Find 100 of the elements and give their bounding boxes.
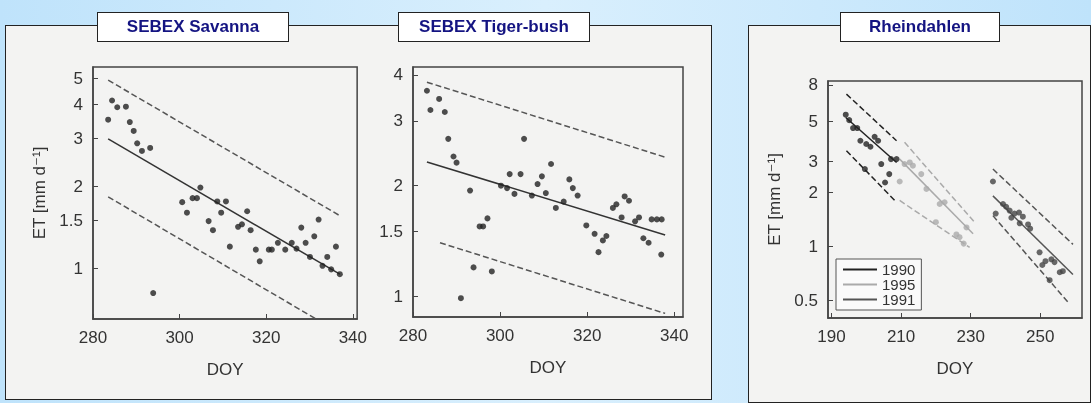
point xyxy=(621,193,628,200)
y-tick-label: 2 xyxy=(393,176,403,196)
point xyxy=(457,295,464,302)
point xyxy=(960,240,967,247)
point xyxy=(878,161,885,168)
point xyxy=(893,156,900,163)
point xyxy=(332,243,339,250)
point xyxy=(534,181,541,188)
point xyxy=(504,185,511,192)
point xyxy=(583,222,590,229)
point xyxy=(150,290,157,297)
point xyxy=(252,246,259,253)
point xyxy=(441,109,448,115)
point xyxy=(854,125,861,132)
point xyxy=(306,253,313,260)
y-tick-label: 1.5 xyxy=(59,210,83,230)
point xyxy=(1042,258,1049,265)
point xyxy=(989,178,996,185)
point xyxy=(183,209,190,216)
point xyxy=(538,173,545,180)
point xyxy=(574,192,581,199)
point xyxy=(923,185,930,192)
point xyxy=(222,198,229,205)
point xyxy=(205,218,212,225)
point xyxy=(193,195,200,202)
y-tick-label: 2 xyxy=(808,183,818,203)
y-tick-label: 3 xyxy=(73,129,83,149)
x-tick-label: 280 xyxy=(78,328,108,347)
point xyxy=(214,198,221,205)
point xyxy=(1016,220,1023,227)
point xyxy=(427,107,434,113)
y-axis-title: ET [mm d⁻¹] xyxy=(765,153,785,246)
point xyxy=(932,219,939,226)
x-axis-title: DOY xyxy=(529,358,567,377)
point xyxy=(548,161,555,168)
point xyxy=(244,208,251,215)
point xyxy=(226,243,233,250)
point xyxy=(1027,225,1034,232)
point xyxy=(179,199,186,206)
x-tick-label: 210 xyxy=(886,327,916,346)
x-tick-label: 280 xyxy=(398,326,428,345)
point xyxy=(566,176,573,183)
x-tick-label: 250 xyxy=(1026,327,1055,346)
point xyxy=(886,171,893,178)
point xyxy=(569,185,576,192)
y-tick-label: 3 xyxy=(808,151,818,171)
point xyxy=(658,251,665,258)
point xyxy=(882,179,889,186)
point xyxy=(298,224,305,231)
point xyxy=(480,223,487,230)
point xyxy=(126,119,133,126)
y-tick-label: 5 xyxy=(73,68,83,88)
point xyxy=(941,199,948,206)
point xyxy=(467,187,474,194)
point xyxy=(436,95,443,102)
point xyxy=(1019,213,1026,220)
point xyxy=(632,218,639,225)
point xyxy=(315,216,322,223)
x-tick-label: 300 xyxy=(165,328,194,347)
point xyxy=(274,239,281,246)
x-axis-title: DOY xyxy=(206,360,244,379)
y-tick-label: 1 xyxy=(73,258,83,278)
point xyxy=(134,140,141,147)
point xyxy=(311,233,318,240)
x-tick-label: 230 xyxy=(956,327,985,346)
point xyxy=(122,103,129,110)
point xyxy=(613,201,620,208)
point xyxy=(517,171,524,178)
point xyxy=(105,116,112,123)
x-tick-label: 340 xyxy=(660,326,689,345)
y-tick-label: 3 xyxy=(393,111,403,131)
point xyxy=(542,190,549,197)
point xyxy=(1008,214,1015,221)
point xyxy=(863,140,870,147)
point xyxy=(109,97,116,104)
point xyxy=(1016,209,1023,216)
y-tick-label: 2 xyxy=(73,176,83,196)
point xyxy=(488,268,495,275)
point xyxy=(603,233,610,240)
point xyxy=(595,249,602,256)
point xyxy=(901,161,908,168)
chart-title: SEBEX Tiger-bush xyxy=(398,12,590,42)
point xyxy=(963,224,970,231)
point xyxy=(445,135,452,142)
point xyxy=(130,127,137,134)
y-tick-label: 4 xyxy=(73,95,83,115)
point xyxy=(887,156,894,163)
y-axis-title: ET [mm d⁻¹] xyxy=(30,146,50,240)
point xyxy=(560,198,567,205)
legend-label: 1991 xyxy=(882,291,916,308)
point xyxy=(218,209,225,216)
point xyxy=(1003,203,1010,210)
y-tick-label: 5 xyxy=(808,111,818,131)
point xyxy=(1046,277,1053,284)
point xyxy=(918,171,925,178)
point xyxy=(609,204,616,211)
point xyxy=(302,239,309,246)
point xyxy=(857,137,864,144)
y-tick-label: 0.5 xyxy=(794,291,818,311)
point xyxy=(282,246,289,253)
